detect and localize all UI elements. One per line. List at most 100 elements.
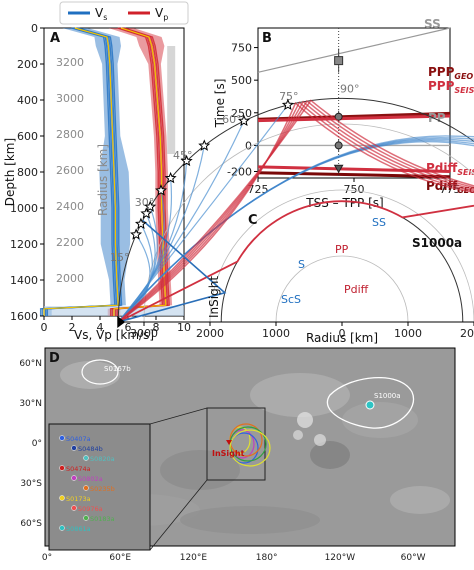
y-tick-label-a: 1400 <box>10 274 38 287</box>
y-tick-label-a: 200 <box>17 58 38 71</box>
x-tick-label-b: 750 <box>344 183 365 196</box>
velocity-profiles <box>39 27 170 316</box>
y-tick-label-a: 0 <box>31 22 38 35</box>
radius-tick-label: 2200 <box>56 236 84 249</box>
x-axis-label-c: Radius [km] <box>306 331 378 345</box>
event-region-s0167b <box>81 359 119 385</box>
inset-source-box <box>206 407 266 481</box>
panel-letter-c: C <box>248 213 258 228</box>
ray-path-pp <box>117 101 474 323</box>
x-tick-label-c: 2000 <box>196 327 224 340</box>
observation-marker-pdiff <box>333 164 344 174</box>
y-axis-ticks-a: 0 200 400 600 800 1000 1200 1400 1600 <box>10 22 44 323</box>
radius-axis: 3200 3000 2800 2600 2400 2200 2000 <box>56 56 84 285</box>
event-star <box>237 114 250 127</box>
legend-label-vs: Vs <box>95 6 107 22</box>
panel-d-ticks: 60°N 30°N 0° 30°S 60°S 0° 60°E 120°E 180° 120°W 60… <box>19 359 425 563</box>
ray-path-pp <box>117 100 474 323</box>
terrain-feature <box>297 412 313 428</box>
lon-tick-label: 60°E <box>109 553 131 563</box>
x-tick-label-a: 0 <box>41 321 48 334</box>
lon-tick-label: 60°W <box>401 553 426 563</box>
radius-tick-label: 2400 <box>56 200 84 213</box>
angle-tick-label: 15° <box>110 251 130 264</box>
event-uncertainty-ellipse <box>229 429 271 467</box>
y-tick-label-b: 0 <box>245 139 252 152</box>
ray-label-scs: ScS <box>281 293 301 306</box>
inset-event-marker <box>71 445 77 451</box>
event-label-s0167b: S0167b <box>104 365 131 373</box>
inset-connector <box>149 479 208 551</box>
insight-marker-map <box>226 440 232 445</box>
radius-tick-label: 2800 <box>56 128 84 141</box>
panel-letter-a: A <box>50 31 60 46</box>
ray-path-pp <box>117 99 474 323</box>
inset-event-marker <box>83 515 89 521</box>
lat-tick-label: 30°S <box>20 479 42 489</box>
y-tick-label-a: 1200 <box>10 238 38 251</box>
label-pdiff-seis: PdiffSEIS <box>426 161 474 177</box>
lon-tick-label: 120°E <box>180 553 208 563</box>
y-axis-label-b: Time [s] <box>213 79 227 129</box>
x-tick-label-c: 0 <box>339 327 346 340</box>
legend-label-vp: Vp <box>155 6 168 22</box>
radius-tick-label: 3200 <box>56 56 84 69</box>
insight-station-marker <box>117 316 126 328</box>
phase-line-ppp-geo <box>257 111 451 121</box>
x-axis-label-a: Vs, Vp [km/s] <box>74 328 154 342</box>
inset-event-marker <box>59 435 65 441</box>
legend: Vs Vp <box>59 1 189 25</box>
x-axis-label-b: TSS – TPP [s] <box>305 196 383 210</box>
event-region-s1000a <box>326 376 415 429</box>
inset-event-marker <box>59 525 65 531</box>
y-axis-label-a: Depth [km] <box>3 138 17 206</box>
inset-event-marker <box>83 485 89 491</box>
ray-path-pp <box>117 101 474 323</box>
lat-tick-label: 60°S <box>20 519 42 529</box>
terrain-feature <box>180 506 320 534</box>
event-star <box>155 184 168 196</box>
insight-label-map: InSight <box>212 449 245 458</box>
inset-zoom-panel <box>48 423 151 551</box>
observation-marker-ss <box>334 56 344 66</box>
radius-tick-label: 3000 <box>56 92 84 105</box>
x-axis-ticks-a: 0 2 4 6 8 10 <box>41 316 191 334</box>
event-marker-s1000a <box>365 400 375 410</box>
ray-path-pp <box>117 99 474 323</box>
terrain-feature <box>390 486 450 514</box>
event-star <box>281 98 294 111</box>
inset-event-label: S0861a <box>66 525 91 533</box>
inset-event-label: S0407a <box>66 435 91 443</box>
y-tick-label-b: 250 <box>231 107 252 120</box>
y-tick-label-a: 1000 <box>10 202 38 215</box>
lon-tick-label: 180° <box>256 553 278 563</box>
event-star <box>130 228 143 240</box>
angle-tick-label: 90° <box>340 82 360 95</box>
angle-tick-label: 75° <box>279 90 299 103</box>
x-tick-label-a: 8 <box>153 321 160 334</box>
y-tick-label-a: 400 <box>17 94 38 107</box>
inset-event-label: S0976a <box>78 505 103 513</box>
label-ppp-seis: PPPSEIS <box>428 79 474 95</box>
x-tick-label-b: 725 <box>248 183 269 196</box>
y-tick-label-a: 800 <box>17 166 38 179</box>
inset-event-label: S0802a <box>78 475 103 483</box>
median-vs <box>43 27 119 316</box>
event-star <box>180 154 193 167</box>
x-tick-label-a: 10 <box>177 321 191 334</box>
event-label-s1000a: S1000a <box>374 392 401 400</box>
mars-topography: S1000a S0167b InSight S0407a S0484b S0820a S04… <box>48 359 450 551</box>
y-tick-label-a: 600 <box>17 130 38 143</box>
x-tick-label-c: 1000 <box>262 327 290 340</box>
lat-tick-label: 0° <box>32 439 42 449</box>
x-tick-label-c: 3000 <box>130 327 158 340</box>
y-tick-label-b: 500 <box>231 74 252 87</box>
ray-label-pdiff: Pdiff <box>344 283 369 296</box>
panel-d: S1000a S0167b InSight S0407a S0484b S0820a S04… <box>19 347 456 563</box>
event-star <box>134 217 147 230</box>
panel-a: 3200 3000 2800 2600 2400 2200 2000 0 2 4 6 8 10 0 20… <box>3 22 191 342</box>
phase-line-ss <box>257 27 451 73</box>
ray-path-pdiff <box>117 200 474 323</box>
prior-range-vp <box>167 46 176 154</box>
